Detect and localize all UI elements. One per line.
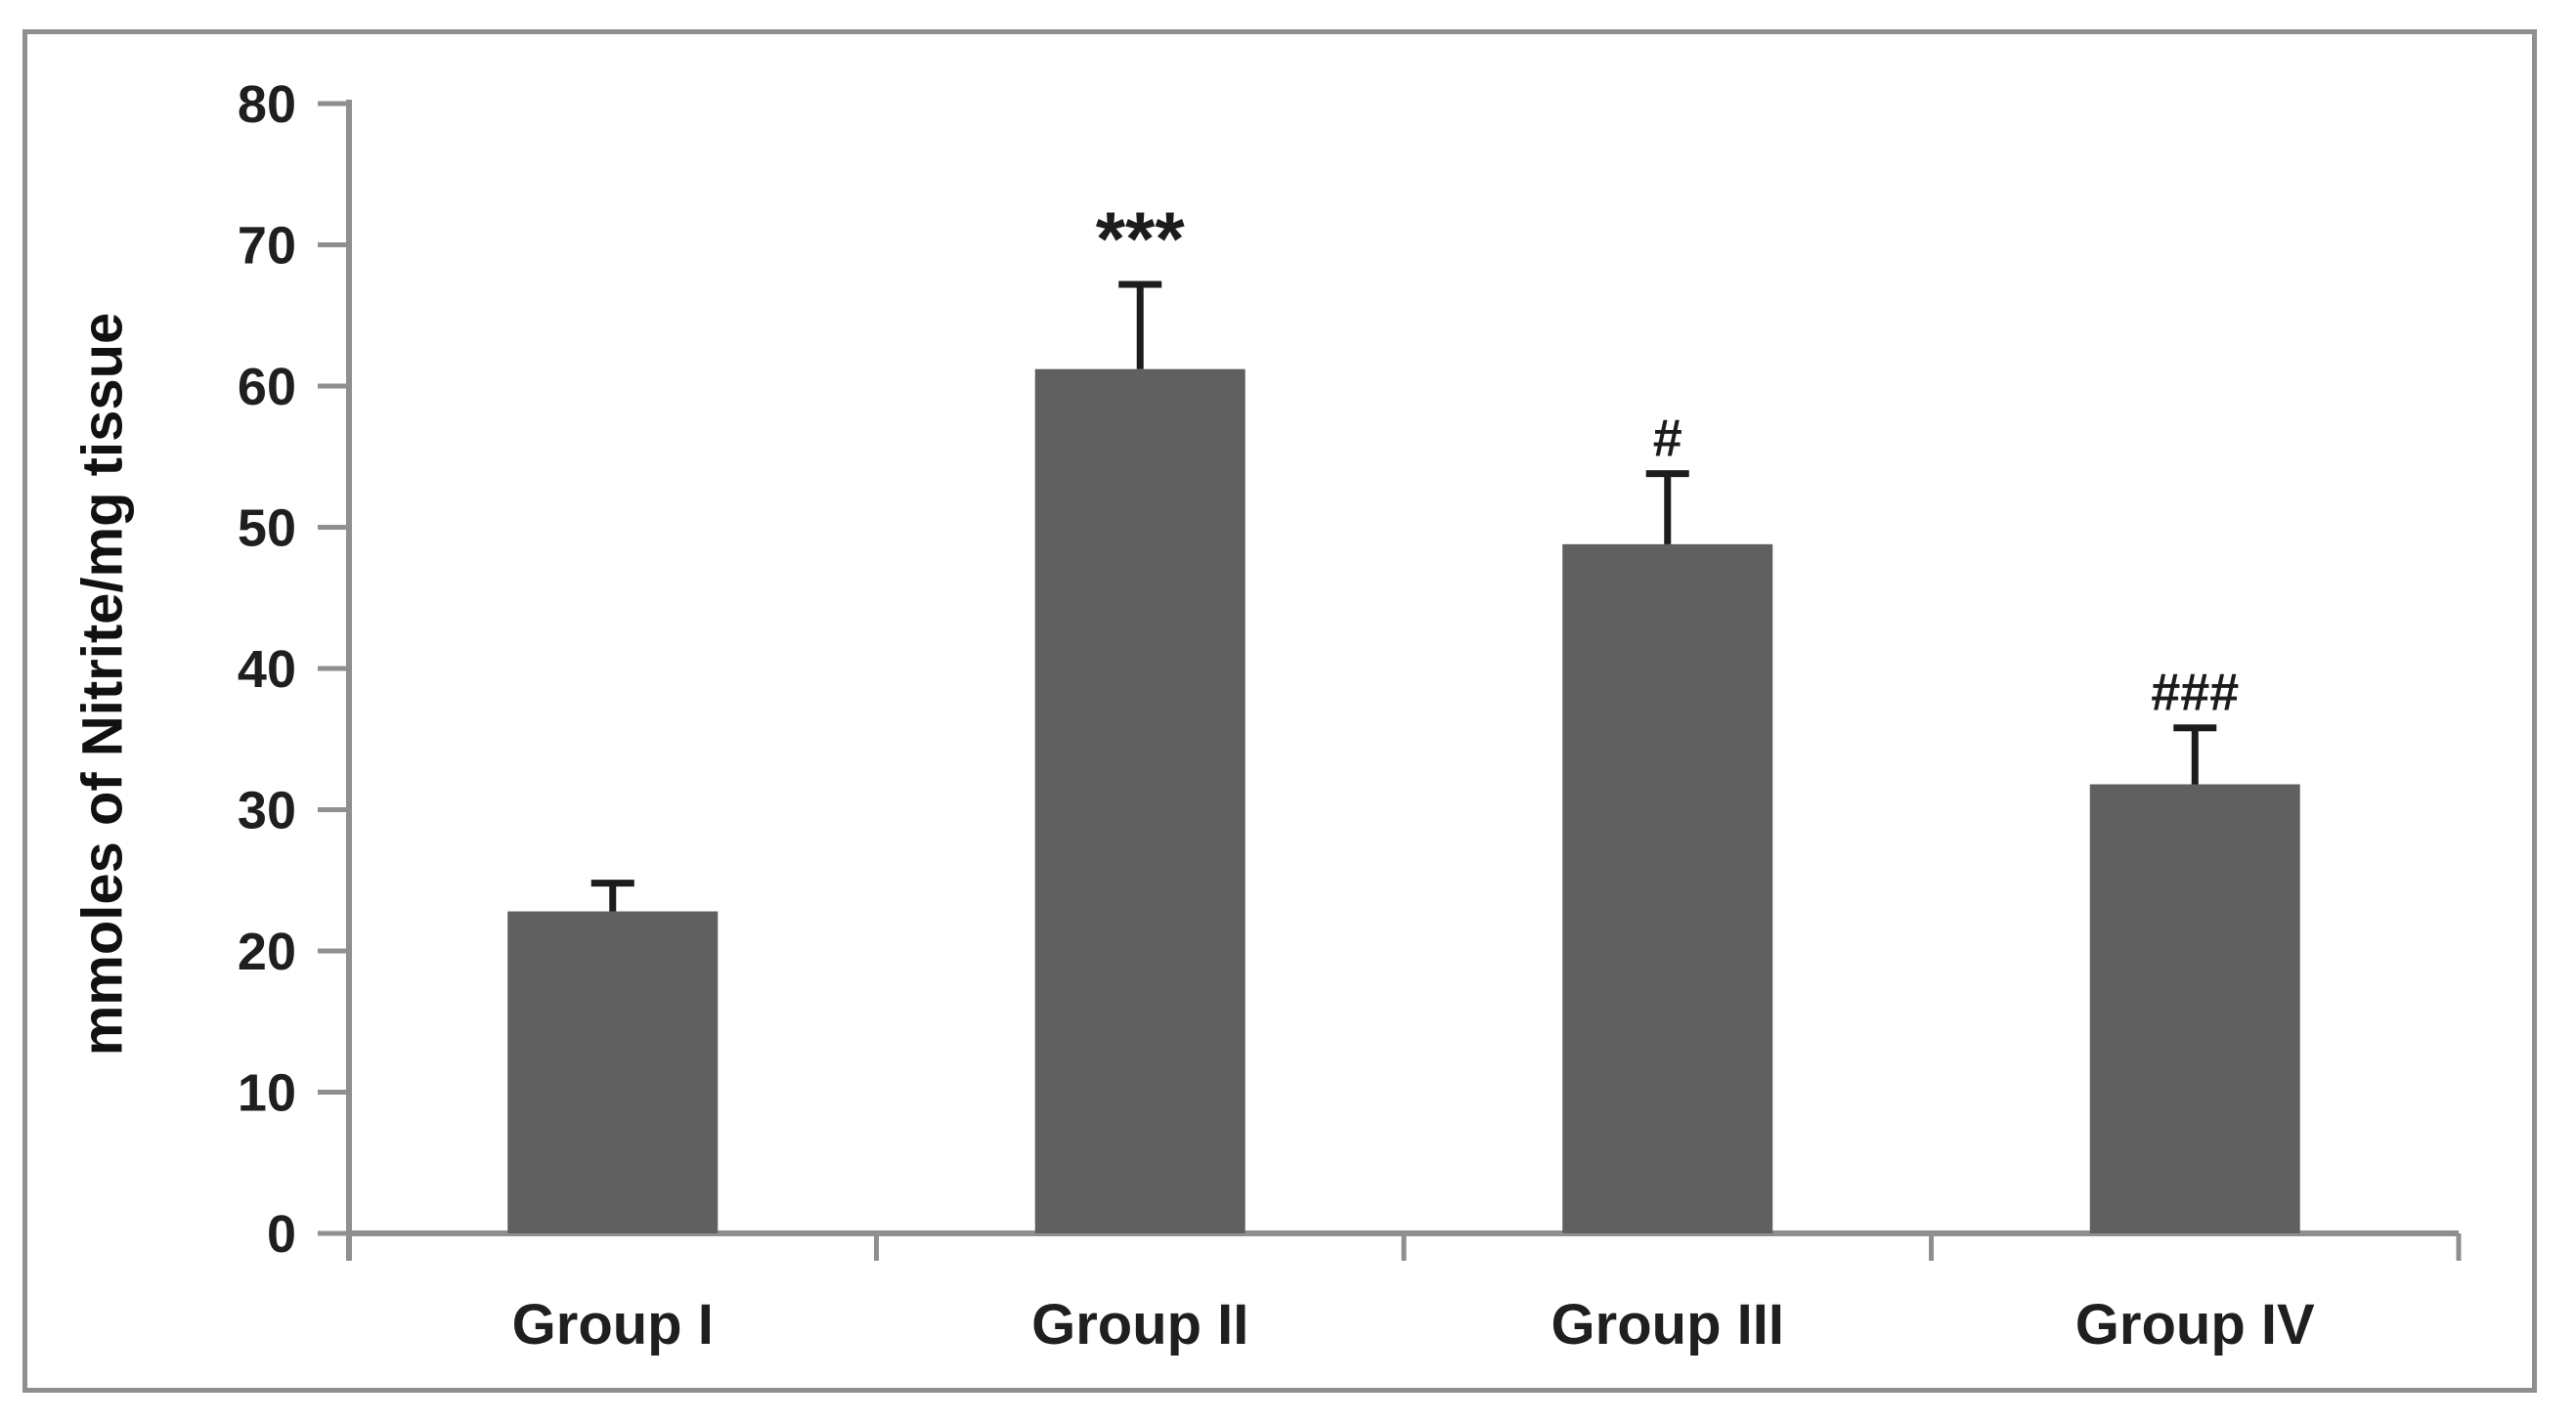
y-tick-label: 40 [238, 640, 296, 699]
y-tick-label: 30 [238, 782, 296, 840]
y-tick-label: 10 [238, 1064, 296, 1123]
x-category-label-group-ii: Group II [1031, 1293, 1248, 1357]
x-category-label-group-iii: Group III [1551, 1293, 1784, 1357]
x-category-label-group-i: Group I [512, 1293, 714, 1357]
y-tick-label: 60 [238, 358, 296, 416]
y-tick-label: 50 [238, 499, 296, 558]
significance-annotation-group-ii: *** [1096, 195, 1186, 281]
y-tick-label: 0 [267, 1205, 296, 1264]
y-tick-label: 70 [238, 217, 296, 276]
bar-group-iii [1562, 543, 1773, 1233]
y-tick-label: 20 [238, 923, 296, 981]
significance-annotation-group-iii: # [1653, 409, 1682, 468]
y-tick-label: 80 [238, 75, 296, 134]
significance-annotation-group-iv: ### [2151, 664, 2239, 722]
bar-group-i [507, 911, 719, 1233]
bar-group-iv [2089, 784, 2300, 1233]
bar-group-ii [1034, 368, 1245, 1233]
x-category-label-group-iv: Group IV [2075, 1293, 2315, 1357]
